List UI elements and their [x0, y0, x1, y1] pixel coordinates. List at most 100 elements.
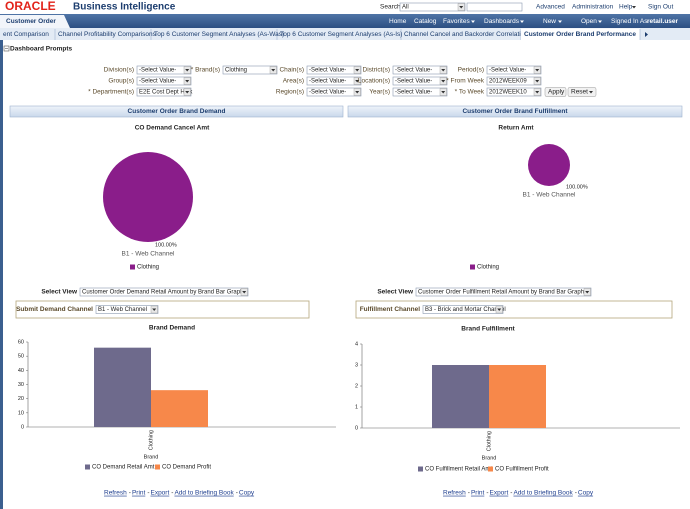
y-tick-label: 3: [355, 362, 358, 368]
dropdown-arrow: [497, 308, 502, 311]
header-link[interactable]: Help: [619, 4, 633, 11]
link-separator: -: [468, 490, 470, 497]
prompt-select-value: -Select Value-: [489, 68, 526, 74]
bar: [432, 365, 489, 428]
content: Search All Advanced Administration Help Sign …: [3, 2, 683, 497]
action-link[interactable]: Print: [132, 490, 146, 497]
pie-subtitle: B1 - Web Channel: [523, 192, 577, 199]
prompt-select[interactable]: [486, 76, 542, 86]
search-scope[interactable]: [399, 2, 466, 12]
prompt-select-value: -Select Value-: [395, 68, 432, 74]
search-scope-value: All: [402, 5, 409, 11]
tab[interactable]: Channel Cancel and Backorder Correlation: [404, 31, 528, 38]
prompts-title[interactable]: Dashboard Prompts: [10, 46, 73, 53]
action-link[interactable]: Refresh: [443, 490, 466, 497]
nav-link[interactable]: New: [543, 18, 556, 25]
channel-select-value: B3 - Brick and Mortar Channel: [425, 307, 506, 313]
legend-swatch: [418, 466, 423, 472]
dropdown-arrow: [271, 69, 276, 72]
action-link[interactable]: Add to Briefing Book: [174, 490, 234, 497]
search-input[interactable]: [466, 2, 523, 12]
tab[interactable]: ent Comparison: [3, 31, 49, 38]
prompt-select[interactable]: [136, 87, 192, 97]
y-tick-label: 10: [18, 410, 24, 416]
chart-title: Brand Demand: [149, 325, 195, 332]
view-select[interactable]: [415, 287, 592, 297]
chart-title: Return Amt: [498, 125, 534, 132]
nav-link[interactable]: Catalog: [414, 18, 437, 25]
action-link[interactable]: Export: [150, 490, 169, 497]
button[interactable]: [567, 87, 597, 97]
channel-select[interactable]: [422, 305, 504, 314]
action-link[interactable]: Copy: [239, 490, 255, 497]
header-link[interactable]: Administration: [572, 4, 614, 11]
data-label: 100.00%: [155, 242, 177, 248]
dropdown-arrow: [585, 291, 590, 294]
prompt-select[interactable]: [392, 76, 448, 86]
prompt-select[interactable]: [392, 65, 448, 75]
nav-link[interactable]: Favorites: [443, 18, 470, 25]
prompt-select[interactable]: [486, 87, 542, 97]
channel-select[interactable]: [95, 305, 159, 314]
prompt-select[interactable]: [306, 87, 362, 97]
collapse-icon[interactable]: [3, 45, 10, 52]
dropdown-arrow: [632, 6, 636, 9]
nav-link[interactable]: Dashboards: [484, 18, 520, 25]
header-link[interactable]: Sign Out: [648, 4, 673, 11]
action-link[interactable]: Refresh: [104, 490, 127, 497]
prompt-label: Location(s): [358, 78, 390, 85]
prompt-label: * To Week: [455, 89, 485, 96]
dropdown-arrow: [441, 80, 446, 83]
dropdown-arrow: [441, 69, 446, 72]
tab[interactable]: Top 6 Customer Segment Analyses (As-Was): [154, 31, 284, 38]
legend-label: CO Demand Retail Amt: [92, 465, 155, 471]
pie-slice: [528, 144, 570, 186]
prompt-label: Chain(s): [279, 67, 304, 74]
prompt-select[interactable]: [136, 76, 192, 86]
tab-bar: [0, 28, 690, 40]
prompt-label: * Department(s): [88, 89, 134, 96]
action-link[interactable]: Copy: [578, 490, 594, 497]
section-header: [347, 105, 683, 118]
select-view-label: Select View: [41, 289, 78, 296]
prompt-select[interactable]: [222, 65, 278, 75]
dropdown-arrow: [355, 80, 360, 83]
legend-label: CO Fulfillment Profit: [495, 467, 549, 473]
dashboard-tab[interactable]: [0, 15, 70, 28]
product-name: Business Intelligence: [73, 2, 176, 13]
dropdown-arrow: [558, 20, 562, 23]
prompt-select[interactable]: [392, 87, 448, 97]
x-tick-label: Clothing: [486, 431, 492, 451]
dropdown-arrow: [355, 69, 360, 72]
action-link[interactable]: Export: [489, 490, 508, 497]
section-title: Customer Order Brand Fulfillment: [462, 108, 568, 115]
search-label: Search: [380, 4, 401, 11]
channel-box: [15, 300, 310, 319]
dropdown-arrow: [535, 80, 540, 83]
header-link[interactable]: Advanced: [536, 4, 565, 11]
prompt-select[interactable]: [136, 65, 192, 75]
view-select[interactable]: [79, 287, 249, 297]
tab[interactable]: Top 6 Customer Segment Analyses (As-Is): [280, 31, 402, 38]
prompt-select[interactable]: [306, 65, 362, 75]
link-separator: -: [486, 490, 488, 497]
tab[interactable]: Channel Profitability Comparisons: [58, 31, 157, 38]
action-link[interactable]: Add to Briefing Book: [513, 490, 573, 497]
prompt-select-value: E2E Cost Dept Hi4k: [139, 90, 193, 96]
nav-link[interactable]: Home: [389, 18, 407, 25]
prompt-select-value: -Select Value-: [395, 90, 432, 96]
button[interactable]: [544, 87, 567, 97]
nav-link[interactable]: Open: [581, 18, 597, 25]
user-name[interactable]: retail.user: [647, 18, 679, 25]
prompt-select[interactable]: [486, 65, 542, 75]
prompt-select[interactable]: [306, 76, 362, 86]
chart-title: Brand Fulfillment: [461, 326, 515, 333]
tab-scroll[interactable]: [645, 32, 648, 37]
prompt-select-value: -Select Value-: [309, 68, 346, 74]
channel-select-value: B1 - Web Channel: [98, 307, 147, 313]
action-link[interactable]: Print: [471, 490, 485, 497]
prompt-select-value: Clothing: [225, 68, 247, 74]
prompt-label: * Brand(s): [191, 67, 220, 74]
tab[interactable]: Customer Order Brand Performance: [524, 31, 636, 38]
link-separator: -: [575, 490, 577, 497]
